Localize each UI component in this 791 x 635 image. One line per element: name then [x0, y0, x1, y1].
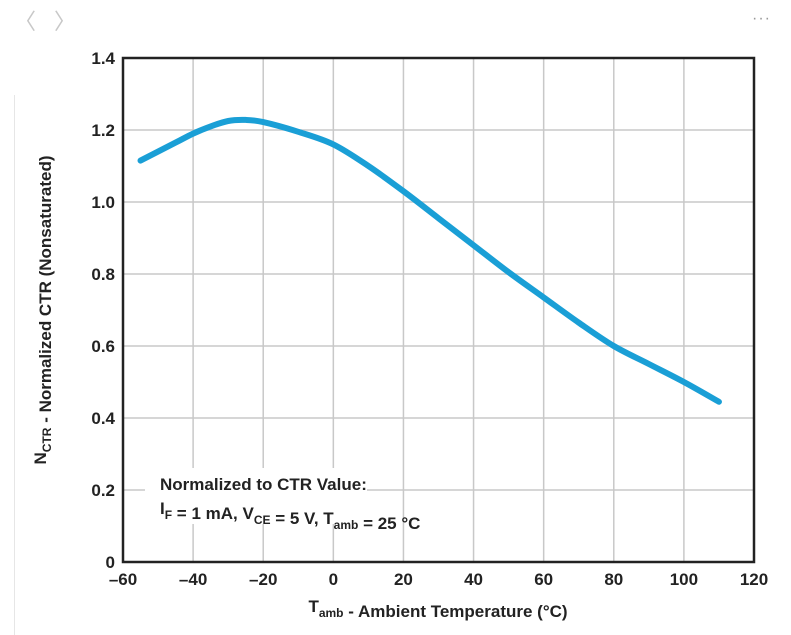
y-tick-label: 0	[106, 553, 115, 572]
x-tick-label: 40	[464, 570, 483, 589]
x-tick-label: –40	[179, 570, 207, 589]
plot-frame	[121, 56, 756, 564]
x-axis-label: Tamb - Ambient Temperature (°C)	[308, 597, 567, 621]
series-line	[137, 116, 722, 405]
forward-button[interactable]: 〉	[54, 9, 77, 34]
y-tick-label: 1.0	[91, 193, 115, 212]
y-tick-label: 0.4	[91, 409, 115, 428]
annotation-background	[145, 468, 367, 524]
x-tick-label: 60	[534, 570, 553, 589]
y-tick-label: 0.2	[91, 481, 115, 500]
y-axis-label: NCTR - Normalized CTR (Nonsaturated)	[31, 156, 55, 465]
x-tick-label: 20	[394, 570, 413, 589]
x-tick-label: 80	[604, 570, 623, 589]
x-tick-label: –60	[109, 570, 137, 589]
y-tick-label: 0.6	[91, 337, 115, 356]
annotation-line1: Normalized to CTR Value:	[160, 475, 367, 494]
y-tick-label: 1.2	[91, 121, 115, 140]
x-tick-label: –20	[249, 570, 277, 589]
annotation-line2: IF = 1 mA, VCE = 5 V, Tamb = 25 °C	[160, 499, 420, 533]
back-button[interactable]: 〈	[14, 9, 37, 34]
x-tick-label: 120	[740, 570, 768, 589]
side-panel-edge	[0, 95, 15, 635]
more-options-button[interactable]: ···	[752, 10, 771, 27]
x-tick-label: 0	[329, 570, 338, 589]
x-tick-label: 100	[670, 570, 698, 589]
y-tick-label: 1.4	[91, 49, 115, 68]
y-tick-label: 0.8	[91, 265, 115, 284]
